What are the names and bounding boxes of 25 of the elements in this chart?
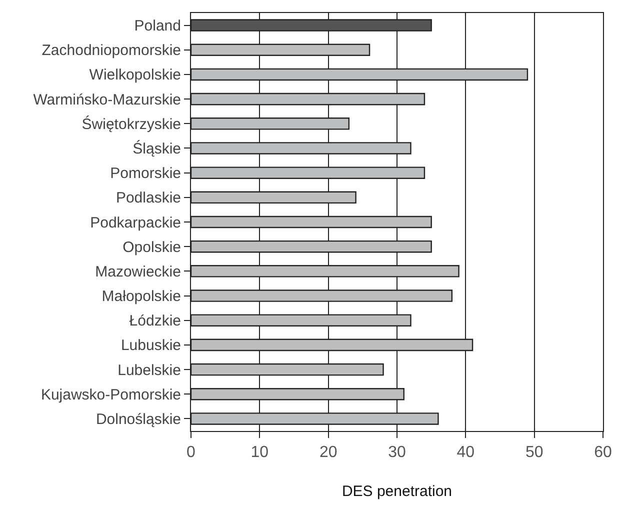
y-tick-label: Lubelskie	[118, 362, 181, 379]
y-tick-label: Pomorskie	[110, 165, 181, 182]
y-tick-label: Wielkopolskie	[89, 66, 181, 84]
y-tick-label: Lubuskie	[120, 337, 181, 354]
y-tick-label: Śląskie	[132, 139, 181, 158]
x-tick-label: 50	[525, 444, 544, 462]
x-axis-title: DES penetration	[342, 483, 452, 500]
y-tick-label: Łódzkie	[129, 312, 181, 330]
x-tick-label: 60	[594, 444, 612, 462]
y-tick-label: Podlaskie	[116, 190, 181, 207]
x-tick-label: 10	[250, 444, 269, 462]
y-tick-label: Dolnośląskie	[96, 410, 181, 428]
y-tick-label: Małopolskie	[102, 288, 181, 306]
y-tick-label: Zachodniopomorskie	[42, 42, 181, 60]
y-tick-label: Podkarpackie	[90, 214, 181, 232]
x-tick-label: 30	[388, 444, 406, 462]
x-tick-label: 40	[456, 444, 475, 462]
x-tick-label: 0	[186, 444, 196, 462]
y-tick-label: Kujawsko-Pomorskie	[40, 386, 181, 404]
y-tick-label: Mazowieckie	[95, 263, 181, 280]
y-tick-label: Poland	[134, 18, 181, 35]
y-tick-label: Opolskie	[122, 238, 181, 256]
y-tick-label: Świętokrzyskie	[82, 114, 181, 133]
x-tick-label: 20	[319, 444, 338, 462]
y-tick-label: Warmińsko-Mazurskie	[33, 91, 181, 108]
